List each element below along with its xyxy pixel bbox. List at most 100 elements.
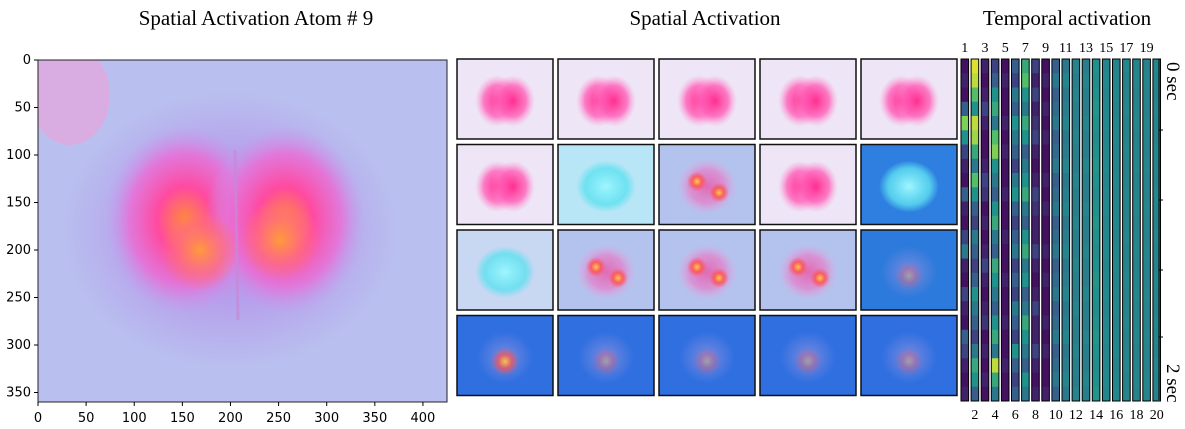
temporal-bottom-labels: 2 4 6 8 10 12 14 16 18 20 (971, 408, 1163, 423)
tile-frame (557, 314, 655, 397)
temporal-cell (1102, 59, 1110, 74)
temporal-cell (1051, 73, 1060, 88)
temporal-column-label: 9 (1042, 41, 1049, 56)
temporal-title: Temporal activation (982, 6, 1152, 30)
temporal-cell (1001, 258, 1009, 274)
temporal-column-frame (1112, 58, 1121, 402)
temporal-cell (1051, 358, 1060, 373)
temporal-cell (1112, 258, 1121, 274)
temporal-cell (1021, 258, 1030, 274)
temporal-cell (1051, 258, 1060, 274)
temporal-cell (981, 59, 989, 74)
tile-hotspot (709, 182, 729, 203)
tile-mixed-blob (778, 244, 838, 300)
temporal-cell (1001, 173, 1009, 188)
tile-frame (658, 314, 756, 397)
temporal-cell (991, 272, 999, 288)
temporal-cell (1142, 358, 1151, 373)
activation-tile (658, 229, 756, 311)
temporal-cell (971, 87, 979, 103)
temporal-cell (1142, 158, 1151, 174)
temporal-column-label: 4 (992, 408, 999, 423)
temporal-cell (1092, 87, 1100, 103)
temporal-cell (1092, 201, 1100, 217)
temporal-cell (1102, 329, 1110, 345)
temporal-cell (1132, 230, 1141, 245)
tile-hotspot (895, 262, 923, 290)
temporal-cell (1011, 258, 1020, 274)
temporal-cell (961, 329, 969, 345)
temporal-cell (1031, 173, 1040, 188)
temporal-cell (1072, 201, 1080, 217)
temporal-cell (1122, 329, 1131, 345)
temporal-cell (971, 158, 979, 174)
temporal-cell (981, 272, 989, 288)
temporal-cell (971, 73, 979, 88)
temporal-cell (1132, 173, 1141, 188)
temporal-cell (1122, 230, 1131, 245)
temporal-cell (1112, 287, 1121, 302)
temporal-cell (961, 73, 969, 88)
temporal-cell (961, 386, 969, 402)
temporal-cell (1132, 344, 1141, 359)
temporal-cell (1122, 116, 1131, 131)
temporal-cell (1122, 315, 1131, 331)
temporal-cell (1051, 386, 1060, 402)
tile-frame (759, 58, 857, 140)
tile-frame (557, 58, 655, 140)
temporal-cell (991, 386, 999, 402)
temporal-cell (1021, 329, 1030, 345)
temporal-cell (1082, 144, 1090, 160)
temporal-column-frame (1091, 58, 1101, 402)
temporal-column (1031, 58, 1040, 402)
temporal-cell (1152, 272, 1161, 288)
temporal-cell (1152, 101, 1161, 117)
temporal-cell (1021, 59, 1030, 74)
temporal-cell (1011, 201, 1020, 217)
temporal-column-frame (980, 58, 990, 402)
temporal-cell (1062, 73, 1070, 88)
temporal-cell (1041, 215, 1050, 231)
temporal-column-frame (1000, 58, 1010, 402)
temporal-cell (1142, 73, 1151, 88)
temporal-cell (1051, 201, 1060, 217)
temporal-cell (1102, 73, 1110, 88)
temporal-cell (1062, 116, 1070, 131)
temporal-cell (971, 101, 979, 117)
temporal-cell (991, 158, 999, 174)
tile-frame (557, 229, 655, 311)
temporal-cell (971, 144, 979, 160)
temporal-cell (1072, 87, 1080, 103)
temporal-cell (1031, 258, 1040, 274)
temporal-cell (1031, 101, 1040, 117)
temporal-cell (1072, 130, 1080, 145)
temporal-cell (1041, 386, 1050, 402)
temporal-cell (1011, 101, 1020, 117)
temporal-cell (1011, 329, 1020, 345)
temporal-cell (1021, 201, 1030, 217)
temporal-cell (1072, 272, 1080, 288)
temporal-cell (1041, 87, 1050, 103)
temporal-cell (1031, 372, 1040, 388)
temporal-cell (1041, 73, 1050, 88)
temporal-column (980, 58, 990, 402)
temporal-cell (1122, 73, 1131, 88)
temporal-cell (1102, 358, 1110, 373)
temporal-cell (981, 187, 989, 202)
temporal-cell (1112, 315, 1121, 331)
temporal-cell (961, 144, 969, 160)
temporal-cell (981, 244, 989, 259)
temporal-cell (1112, 372, 1121, 388)
temporal-column-frame (1132, 58, 1141, 402)
temporal-cell (961, 215, 969, 231)
temporal-cell (1152, 73, 1161, 88)
temporal-cell (1092, 372, 1100, 388)
y-tick-label: 100 (6, 148, 31, 163)
temporal-cell (1102, 87, 1110, 103)
temporal-cell (961, 230, 969, 245)
temporal-cell (971, 358, 979, 373)
tile-lobe-right (794, 75, 838, 127)
temporal-cell (1051, 130, 1060, 145)
temporal-cell (1041, 258, 1050, 274)
temporal-cell (961, 158, 969, 174)
